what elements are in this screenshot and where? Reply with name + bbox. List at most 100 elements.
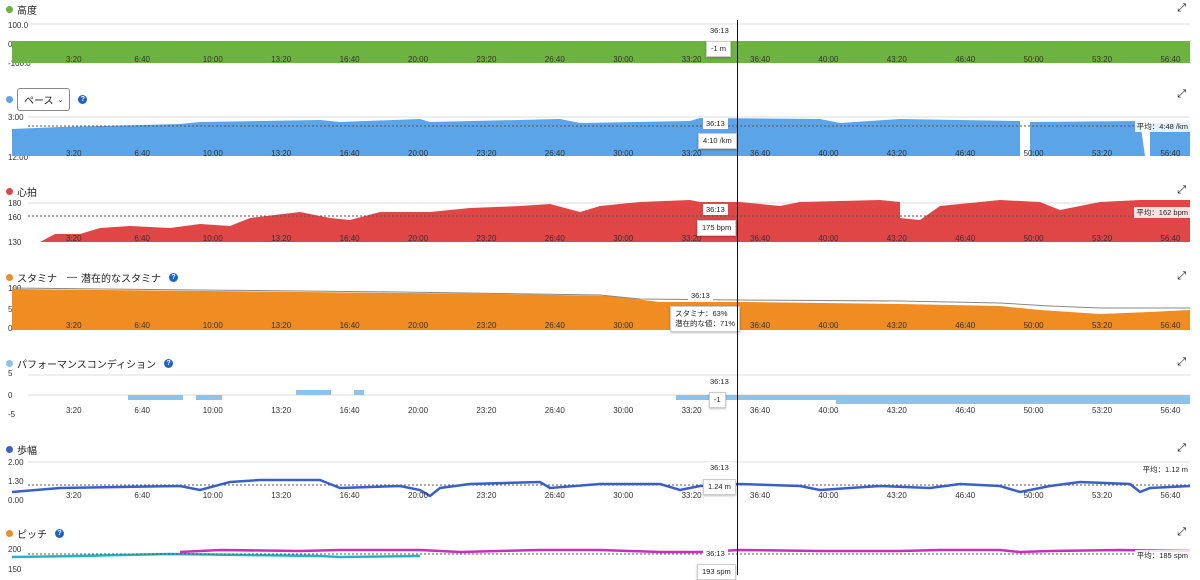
x-tick-label: 26:40 — [545, 406, 566, 415]
stride-tooltip-time: 36:13 — [707, 462, 732, 473]
x-tick-label: 16:40 — [340, 491, 361, 500]
x-tick-label: 16:40 — [340, 149, 361, 158]
expand-icon[interactable]: ⤢ — [1177, 88, 1186, 100]
x-tick-label: 56:40 — [1160, 406, 1181, 415]
altitude-y-mid: 0 — [8, 40, 13, 49]
x-tick-label: 30:00 — [613, 406, 634, 415]
x-tick-label: 3:20 — [66, 406, 82, 415]
x-tick-label: 56:40 — [1160, 234, 1181, 243]
stamina-chart[interactable]: 100 50 0 3:206:4010:0013:2016:4020:0023:… — [0, 268, 1200, 342]
x-tick-label: 46:40 — [955, 406, 976, 415]
pace-tooltip-time: 36:13 — [703, 118, 728, 129]
cursor-line[interactable] — [737, 20, 738, 575]
performance-title: パフォーマンスコンディション — [17, 360, 157, 371]
stride-tooltip: 1.24 m — [703, 479, 736, 495]
stamina-title: スタミナ — [17, 274, 57, 285]
perf-bar — [836, 395, 1190, 404]
x-tick-label: 10:00 — [203, 149, 224, 158]
x-tick-label: 50:00 — [1024, 55, 1045, 64]
stamina-tooltip-line1: スタミナ：63% — [675, 309, 728, 318]
cadence-title: ピッチ — [17, 530, 47, 541]
performance-legend-dot — [6, 360, 13, 367]
help-icon[interactable]: ? — [78, 95, 88, 104]
pace-legend-dot — [6, 96, 13, 103]
perf-x-ticks: 3:20 6:40 10:00 13:20 16:40 20:00 23:20 26:40 30… — [66, 406, 1181, 415]
x-tick-label: 53:20 — [1092, 406, 1113, 415]
x-tick-label: 56:40 — [1160, 55, 1181, 64]
x-tick-label: 23:20 — [476, 234, 497, 243]
pace-chart[interactable]: 3:00 12:00 3:20 6:40 10:00 13:20 16:40 20:00 2… — [0, 86, 1200, 164]
stride-x-ticks: 3:20 6:40 10:00 13:20 16:40 20:00 23:20 26:40 30… — [66, 491, 1181, 500]
x-tick-label: 40:00 — [818, 406, 839, 415]
stride-y-bot: 0.00 — [8, 496, 24, 505]
expand-icon[interactable]: ⤢ — [1177, 442, 1186, 454]
heart-chart[interactable]: 180 160 130 3:20 6:40 10:00 13:20 16:40 20:00… — [0, 182, 1200, 252]
x-tick-label: 56:40 — [1160, 321, 1181, 330]
x-tick-label: 13:20 — [271, 406, 292, 415]
x-tick-label: 50:00 — [1024, 321, 1045, 330]
performance-chart[interactable]: 5 0 -5 3:20 6:40 10:00 13:20 16:40 20:00 23:20… — [0, 354, 1200, 424]
heart-panel: 心拍 ⤢ 180 160 130 3:20 6:40 10:00 13:20 16:40… — [0, 182, 1200, 252]
x-tick-label: 6:40 — [134, 321, 150, 330]
help-icon[interactable]: ? — [55, 529, 64, 538]
x-tick-label: 20:00 — [408, 321, 429, 330]
heart-x-ticks: 3:20 6:40 10:00 13:20 16:40 20:00 23:20 26:40 30… — [66, 234, 1181, 243]
x-tick-label: 50:00 — [1024, 406, 1045, 415]
cadence-tooltip: 193 spm — [697, 564, 736, 580]
x-tick-label: 23:20 — [476, 406, 497, 415]
x-tick-label: 36:40 — [750, 406, 771, 415]
x-tick-label: 6:40 — [134, 491, 150, 500]
altitude-y-top: 100.0 — [8, 21, 29, 30]
stride-legend-dot — [6, 446, 13, 453]
altitude-chart[interactable]: 100.0 0 -100.0 3:20 6:40 10:00 13:20 16:40 20… — [0, 0, 1200, 72]
stamina-panel: スタミナ — 潜在的なスタミナ? ⤢ 100 50 0 3:206:4010:00… — [0, 268, 1200, 342]
altitude-tooltip-time: 36:13 — [707, 25, 732, 36]
stride-average-label: 平均：1.12 m — [1140, 464, 1190, 475]
x-tick-label: 3:20 — [66, 491, 82, 500]
perf-bar — [354, 390, 364, 395]
potential-legend-line: — — [67, 272, 77, 283]
x-tick-label: 33:20 — [682, 406, 703, 415]
help-icon[interactable]: ? — [164, 359, 174, 368]
x-tick-label: 26:40 — [545, 149, 566, 158]
stamina-y-bot: 0 — [8, 324, 13, 333]
expand-icon[interactable]: ⤢ — [1177, 2, 1186, 14]
x-tick-label: 13:20 — [271, 55, 292, 64]
x-tick-label: 40:00 — [818, 234, 839, 243]
heart-average-label: 平均：162 bpm — [1134, 207, 1190, 218]
pace-y-bot: 12:00 — [8, 153, 29, 162]
pace-x-ticks: 3:20 6:40 10:00 13:20 16:40 20:00 23:20 26:40 30… — [66, 149, 1181, 158]
cadence-chart[interactable]: 200 150 — [0, 524, 1200, 575]
stamina-tooltip-time: 36:13 — [688, 290, 713, 301]
x-tick-label: 53:20 — [1092, 55, 1113, 64]
help-icon[interactable]: ? — [169, 273, 178, 282]
potential-stamina-line — [11, 287, 1190, 309]
expand-icon[interactable]: ⤢ — [1177, 356, 1186, 368]
altitude-legend-dot — [6, 6, 13, 13]
x-tick-label: 3:20 — [66, 55, 82, 64]
x-tick-label: 40:00 — [818, 149, 839, 158]
x-tick-label: 46:40 — [955, 321, 976, 330]
x-tick-label: 23:20 — [476, 321, 497, 330]
pace-panel: ペース ⌄ ? ⤢ 3:00 12:00 3:20 6:40 10:00 13:20 16… — [0, 86, 1200, 164]
heart-title: 心拍 — [17, 188, 37, 199]
stride-title: 歩幅 — [17, 446, 37, 457]
x-tick-label: 20:00 — [408, 491, 429, 500]
x-tick-label: 33:20 — [682, 55, 703, 64]
metric-dropdown[interactable]: ペース ⌄ — [17, 88, 71, 111]
x-tick-label: 36:40 — [750, 55, 771, 64]
expand-icon[interactable]: ⤢ — [1177, 526, 1186, 538]
x-tick-label: 13:20 — [271, 149, 292, 158]
expand-icon[interactable]: ⤢ — [1177, 270, 1186, 282]
perf-y-top: 5 — [8, 369, 13, 378]
expand-icon[interactable]: ⤢ — [1177, 184, 1186, 196]
heart-y-bot: 130 — [8, 238, 22, 247]
stamina-legend-dot — [6, 274, 13, 281]
pace-average-label: 平均：4:48 /km — [1134, 121, 1190, 132]
x-tick-label: 13:20 — [271, 491, 292, 500]
x-tick-label: 36:40 — [750, 149, 771, 158]
x-tick-label: 40:00 — [818, 55, 839, 64]
cadence-y-top: 200 — [8, 545, 22, 554]
x-tick-label: 36:40 — [750, 321, 771, 330]
stride-chart[interactable]: 2.00 1.30 0.00 3:20 6:40 10:00 13:20 16:40 20… — [0, 440, 1200, 508]
